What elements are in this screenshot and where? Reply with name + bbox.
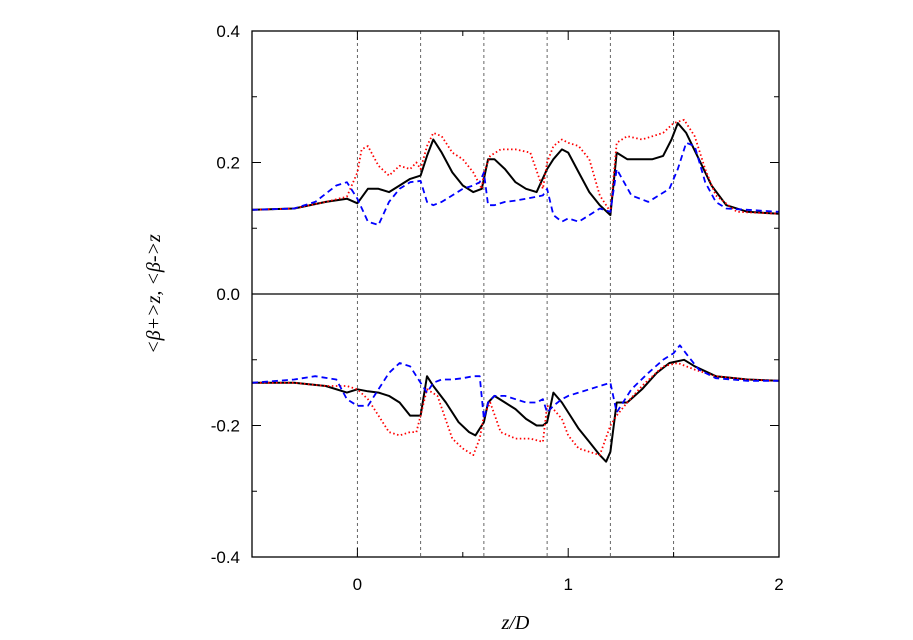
series-line-6	[251, 344, 779, 420]
y-tick-labels: -0.4 -0.2 0.0 0.2 0.4	[211, 22, 240, 567]
y-tick-label: 0.2	[216, 154, 240, 173]
vertical-dashed-lines	[356, 31, 675, 557]
series-line-5	[252, 362, 780, 457]
y-tick-label: -0.4	[211, 548, 240, 567]
x-axis-title: z/D	[501, 612, 530, 634]
x-tick-label: 2	[774, 575, 783, 594]
series-line-3	[251, 141, 780, 226]
y-tick-label: -0.2	[211, 417, 240, 436]
y-axis-title: <β+>z, <β->z	[143, 234, 165, 354]
series-line-1	[251, 122, 780, 217]
series-line-4	[252, 358, 780, 463]
x-tick-label: 0	[353, 575, 362, 594]
x-tick-label: 1	[563, 575, 572, 594]
y-tick-label: 0.4	[216, 22, 240, 41]
series-line-2	[251, 118, 780, 215]
y-tick-label: 0.0	[216, 285, 240, 304]
ticks	[251, 30, 780, 558]
plot-series	[251, 118, 780, 463]
x-tick-labels: 0 1 2	[353, 575, 784, 594]
